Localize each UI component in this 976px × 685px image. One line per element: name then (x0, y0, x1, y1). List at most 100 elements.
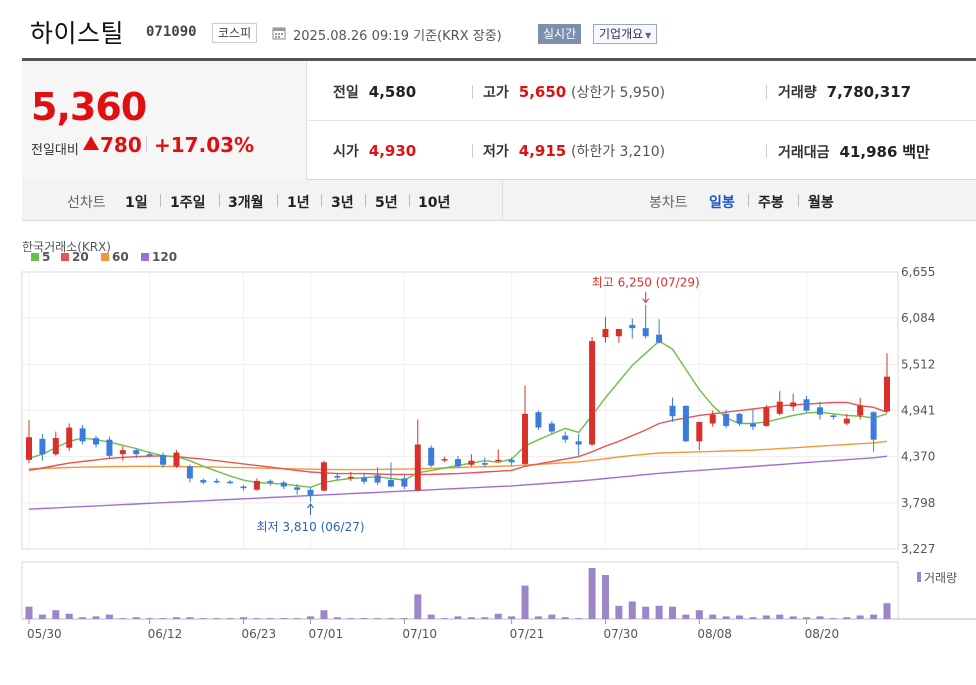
volume-bar (199, 618, 207, 619)
candle-body (723, 413, 730, 426)
volume-bar (508, 616, 516, 619)
candle-body (347, 476, 354, 479)
period-3m[interactable]: 3개월 (228, 195, 264, 211)
candle-body (602, 328, 609, 338)
period-1w[interactable]: 1주일 (170, 195, 206, 211)
candle-body (669, 405, 676, 417)
volume-bar (226, 618, 234, 619)
volume-bar (333, 617, 341, 619)
volume-bar (669, 606, 676, 619)
candle-body (522, 413, 529, 464)
candle-body (106, 439, 113, 456)
candle-body (589, 341, 596, 445)
volume-bar (521, 585, 529, 619)
volume-bar (561, 617, 569, 619)
candle-body (79, 428, 86, 442)
y-tick-label: 6,655 (901, 265, 935, 279)
legend-label: 20 (72, 250, 89, 264)
volume-bar (25, 606, 33, 619)
volume-bar (172, 617, 180, 619)
x-tick-label: 05/30 (27, 627, 62, 641)
amount-unit: 백만 (902, 143, 930, 161)
period-3y[interactable]: 3년 (331, 195, 354, 211)
candle-body (709, 414, 716, 424)
x-tick-label: 08/08 (697, 627, 732, 641)
candle-body (253, 480, 260, 490)
candle-body (267, 480, 274, 483)
realtime-button[interactable]: 실시간 (538, 24, 582, 44)
high-annotation: 최고 6,250 (07/29) (592, 276, 700, 290)
market-badge: 코스피 (212, 23, 258, 43)
volume-bar (119, 618, 127, 619)
legend-swatch (31, 253, 39, 261)
candle-chart-label: 봉차트 (649, 195, 688, 211)
divider (160, 194, 161, 207)
candle-body (26, 437, 32, 460)
volume-value: 7,780,317 (826, 83, 912, 101)
volume-bar (387, 618, 395, 619)
y-tick-label: 6,084 (901, 311, 935, 325)
volume-bar (280, 618, 288, 619)
ma-legend: 5 20 60 120 (31, 250, 177, 264)
candle-body (227, 481, 234, 484)
period-1d[interactable]: 1일 (125, 195, 148, 211)
divider (748, 194, 749, 207)
candle-body (414, 444, 421, 491)
volume-bar (870, 614, 878, 619)
volume-bar (601, 575, 609, 619)
volume-bar (159, 618, 167, 619)
candle-monthly[interactable]: 월봉 (808, 195, 834, 211)
high-price: 고가 5,650 (상한가 5,950) (483, 82, 665, 102)
row-divider (308, 120, 976, 121)
high-value: 5,650 (518, 83, 567, 101)
volume-bar (266, 618, 274, 619)
x-tick-label: 07/10 (402, 627, 437, 641)
change-percent: +17.03% (154, 133, 255, 157)
volume-label: 거래량 (778, 85, 817, 101)
price-chart: 한국거래소(KRX) 5 20 60 120 6,655 6,084 5,512 4,941… (21, 240, 976, 641)
x-tick-label: 06/12 (148, 627, 183, 641)
company-overview-dropdown[interactable]: 기업개요 ▼ (593, 24, 658, 44)
volume-bar (79, 617, 87, 619)
divider (365, 194, 366, 207)
prev-close: 전일 4,580 (333, 82, 416, 102)
candle-body (200, 480, 207, 483)
legend-swatch (61, 253, 69, 261)
divider (321, 194, 322, 207)
period-bar: 선차트 1일 1주일 3개월 1년 3년 5년 10년 봉차트 일봉 주봉 월봉 (22, 180, 976, 221)
candle-body (548, 423, 555, 432)
current-price-box: 5,360 전일대비 780 +17.03% (22, 61, 307, 180)
candle-body (173, 452, 180, 467)
candle-body (816, 407, 823, 415)
divider (766, 144, 767, 158)
divider (277, 194, 278, 207)
volume-bar (655, 605, 663, 619)
volume-bar (186, 617, 194, 619)
candle-body (52, 438, 59, 455)
volume-bar (722, 616, 730, 619)
volume-bar (494, 613, 502, 619)
period-5y[interactable]: 5년 (375, 195, 398, 211)
volume-bar (374, 618, 382, 619)
volume-bar (454, 616, 462, 619)
period-1y[interactable]: 1년 (287, 195, 310, 211)
volume-bar (105, 614, 113, 619)
candle-body (441, 459, 448, 461)
y-tick-label: 4,941 (901, 404, 935, 418)
divider (502, 180, 503, 221)
candle-weekly[interactable]: 주봉 (758, 195, 784, 211)
candle-body (843, 418, 850, 424)
divider (219, 194, 220, 207)
volume-bar (307, 616, 315, 619)
candle-body (562, 435, 569, 440)
low-annotation: 최저 3,810 (06/27) (257, 520, 365, 534)
volume-bar (360, 618, 368, 619)
candle-body (387, 480, 394, 487)
volume-bar (38, 614, 46, 619)
y-tick-label: 3,227 (901, 542, 935, 556)
candle-daily[interactable]: 일봉 (709, 195, 735, 211)
candle-body (186, 466, 193, 479)
period-10y[interactable]: 10년 (418, 195, 451, 211)
volume-bar (320, 610, 328, 619)
high-arrow (642, 298, 650, 304)
